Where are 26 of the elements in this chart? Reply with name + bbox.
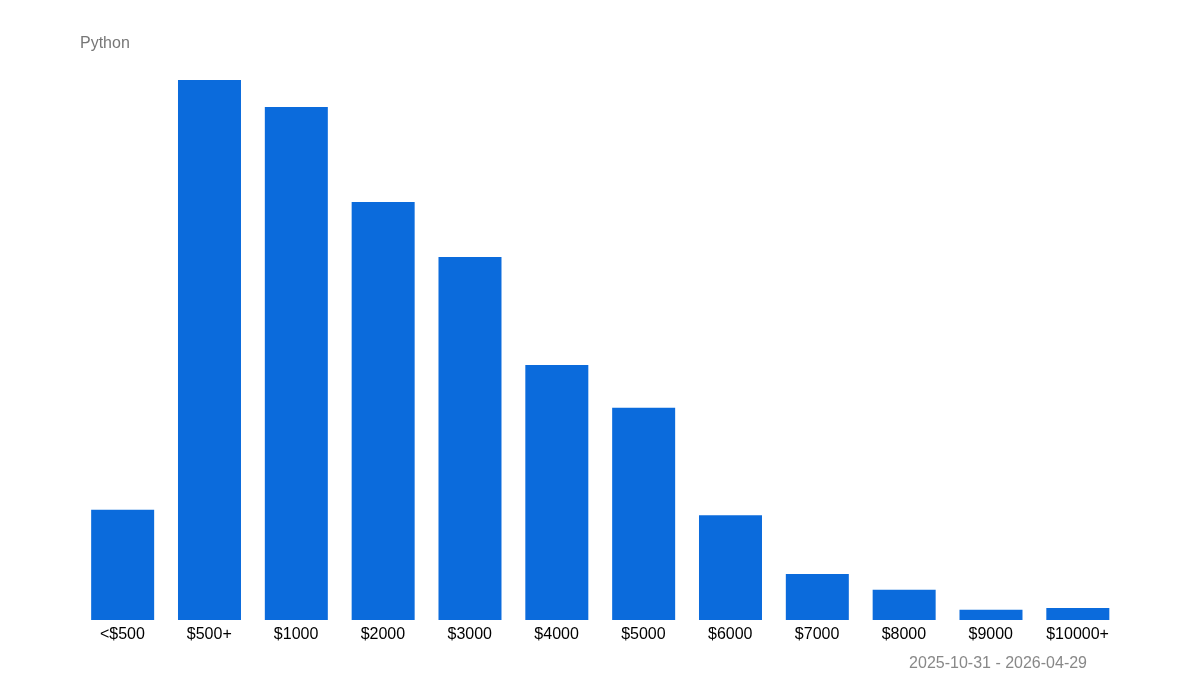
x-tick-label: $3000 xyxy=(447,625,493,643)
x-tick-label: $7000 xyxy=(794,625,840,643)
bar xyxy=(959,609,1023,620)
bar xyxy=(785,574,849,620)
x-tick-label: <$500 xyxy=(99,625,145,643)
bar xyxy=(91,509,155,620)
bar xyxy=(872,589,936,620)
x-tick-label: $9000 xyxy=(968,625,1014,643)
bar xyxy=(1046,608,1110,620)
bar xyxy=(612,407,676,620)
bar xyxy=(177,80,241,620)
chart-title: Python xyxy=(80,34,130,52)
x-tick-label: $500+ xyxy=(186,625,232,643)
x-tick-label: $5000 xyxy=(621,625,666,643)
x-tick-label: $2000 xyxy=(360,625,406,643)
bar xyxy=(264,107,328,620)
x-tick-label: $6000 xyxy=(708,625,753,643)
x-tick-label: $10000+ xyxy=(1046,625,1109,643)
x-tick-label: $1000 xyxy=(273,625,319,643)
x-tick-label: $4000 xyxy=(534,625,579,643)
bar xyxy=(438,257,502,620)
text: 2025-10-31 - 2026-04-29 xyxy=(909,654,1087,672)
bar xyxy=(698,515,762,620)
x-tick-label: $8000 xyxy=(881,625,927,643)
bar xyxy=(351,202,415,620)
bar xyxy=(525,365,589,620)
